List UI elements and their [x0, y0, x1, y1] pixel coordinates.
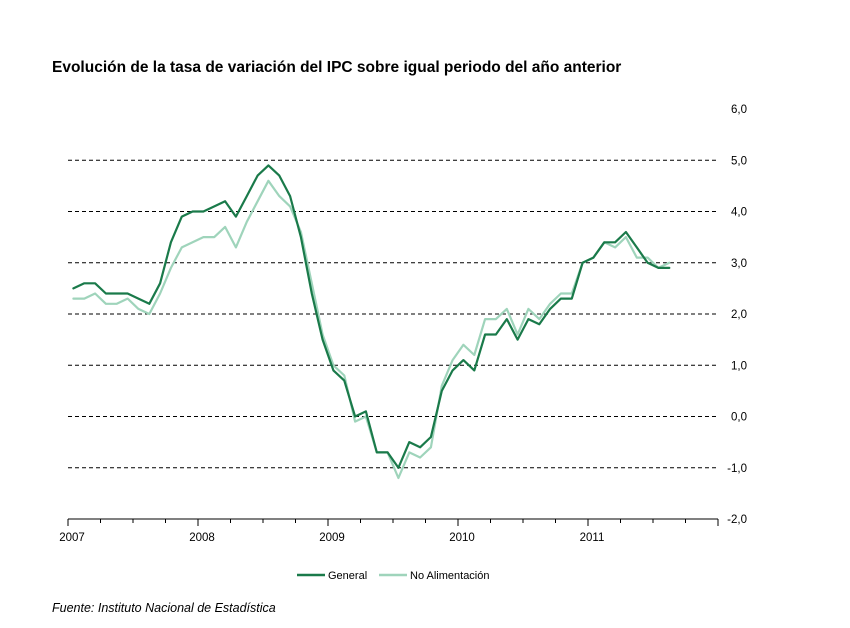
y-tick-label: 2,0: [731, 309, 747, 321]
series-layer: [72, 164, 671, 480]
grid-lines: [68, 159, 718, 469]
y-tick-label: 0,0: [731, 412, 747, 424]
y-tick-label: 6,0: [731, 104, 747, 116]
x-tick-label: 2008: [189, 532, 215, 544]
y-tick-label: 3,0: [731, 258, 747, 270]
legend-label: No Alimentación: [410, 570, 490, 582]
x-tick-label: 2007: [59, 532, 85, 544]
x-tick-label: 2009: [319, 532, 345, 544]
source-note: Fuente: Instituto Nacional de Estadístic…: [52, 601, 276, 615]
x-tick-label: 2010: [449, 532, 475, 544]
chart-title: Evolución de la tasa de variación del IP…: [52, 59, 622, 76]
y-tick-label: -2,0: [727, 514, 747, 526]
y-tick-label: -1,0: [727, 463, 747, 475]
axes: 6,0 5,0 4,0 3,0 2,0 1,0 0,0 -1,0 -2,0 2007 2008 200…: [59, 104, 747, 544]
series-line-general: [72, 164, 671, 469]
legend-label: General: [328, 570, 367, 582]
legend: General No Alimentación: [297, 570, 490, 582]
y-tick-label: 1,0: [731, 360, 747, 372]
y-tick-label: 4,0: [731, 207, 747, 219]
y-tick-label: 5,0: [731, 155, 747, 167]
x-tick-label: 2011: [580, 532, 605, 544]
